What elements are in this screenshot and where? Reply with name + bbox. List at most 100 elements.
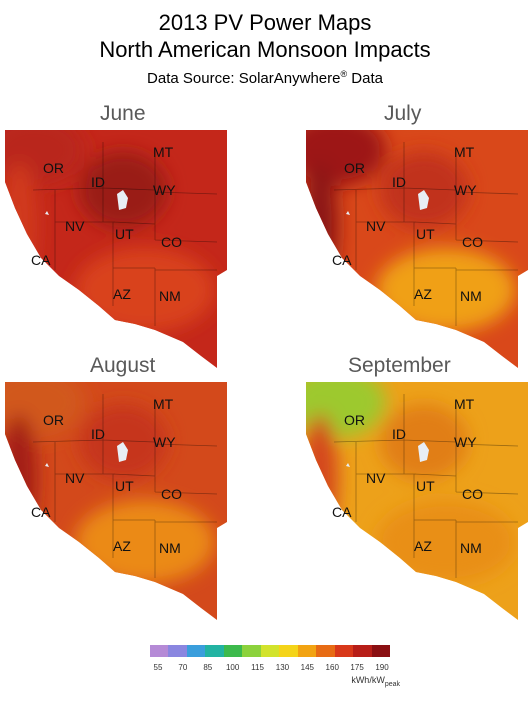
- lake-tahoe: [45, 463, 49, 467]
- lake-tahoe: [45, 211, 49, 215]
- legend-swatch-9: [316, 645, 335, 657]
- state-label-co: CO: [462, 234, 483, 250]
- data-source-suffix: Data: [347, 70, 383, 87]
- southwest-region: [376, 248, 516, 332]
- state-label-or: OR: [344, 160, 365, 176]
- state-label-nv: NV: [366, 470, 386, 486]
- legend-swatch-11: [353, 645, 372, 657]
- state-label-nv: NV: [366, 218, 386, 234]
- great-salt-lake: [418, 442, 429, 462]
- state-label-nv: NV: [65, 470, 85, 486]
- map-image: [306, 130, 528, 368]
- color-legend: 55 70 85 100 115 130 145 160 175 190 kWh/kWpeak: [150, 645, 400, 703]
- state-label-ut: UT: [115, 478, 134, 494]
- state-label-az: AZ: [113, 538, 131, 554]
- state-label-id: ID: [91, 174, 105, 190]
- state-label-co: CO: [462, 486, 483, 502]
- state-label-wy: WY: [454, 434, 477, 450]
- legend-tick-145: 145: [300, 663, 315, 672]
- legend-swatch-12: [371, 645, 391, 657]
- state-label-id: ID: [91, 426, 105, 442]
- state-label-ut: UT: [115, 226, 134, 242]
- registered-mark: ®: [340, 69, 348, 79]
- map-image: [5, 130, 227, 368]
- state-borders: [32, 142, 218, 326]
- state-label-nv: NV: [65, 218, 85, 234]
- state-label-az: AZ: [113, 286, 131, 302]
- legend-tick-115: 115: [251, 663, 264, 672]
- northwest-region: [306, 130, 386, 186]
- lake-tahoe: [346, 463, 350, 467]
- legend-tick-130: 130: [275, 663, 290, 672]
- state-label-mt: MT: [153, 144, 174, 160]
- legend-tick-100: 100: [225, 663, 240, 672]
- legend-swatch-4: [223, 645, 243, 657]
- state-label-co: CO: [161, 486, 182, 502]
- state-label-nm: NM: [159, 540, 181, 556]
- southwest-region: [376, 500, 516, 584]
- title-line-2: North American Monsoon Impacts: [99, 37, 431, 62]
- state-label-id: ID: [392, 426, 406, 442]
- state-label-ca: CA: [332, 504, 352, 520]
- state-borders: [333, 142, 519, 326]
- northwest-region: [306, 382, 386, 438]
- state-borders: [32, 394, 218, 578]
- legend-tick-55: 55: [153, 663, 163, 672]
- legend-tick-175: 175: [350, 663, 364, 672]
- legend-tick-160: 160: [325, 663, 339, 672]
- legend-unit: kWh/kWpeak: [351, 675, 400, 688]
- legend-tick-70: 70: [178, 663, 188, 672]
- state-label-az: AZ: [414, 286, 432, 302]
- month-label-june: June: [100, 102, 146, 125]
- state-label-nm: NM: [159, 288, 181, 304]
- legend-tick-85: 85: [203, 663, 213, 672]
- map-panel-september: OR MT ID WY NV UT CO CA AZ NM: [306, 382, 528, 620]
- state-label-mt: MT: [153, 396, 174, 412]
- state-label-or: OR: [43, 412, 64, 428]
- northwest-region: [5, 130, 85, 186]
- state-label-nm: NM: [460, 540, 482, 556]
- legend-swatch-3: [205, 645, 224, 657]
- legend-swatch-10: [334, 645, 354, 657]
- state-label-ca: CA: [31, 252, 51, 268]
- legend-swatch-1: [168, 645, 187, 657]
- month-label-september: September: [348, 354, 451, 377]
- state-label-co: CO: [161, 234, 182, 250]
- lake-tahoe: [346, 211, 350, 215]
- map-panel-august: OR MT ID WY NV UT CO CA AZ NM: [5, 382, 227, 620]
- legend-swatch-5: [242, 645, 261, 657]
- great-salt-lake: [117, 190, 128, 210]
- legend-swatch-8: [297, 645, 317, 657]
- state-label-mt: MT: [454, 144, 475, 160]
- state-label-ca: CA: [332, 252, 352, 268]
- state-label-ca: CA: [31, 504, 51, 520]
- legend-color-bar: [150, 645, 391, 657]
- state-label-nm: NM: [460, 288, 482, 304]
- state-label-wy: WY: [454, 182, 477, 198]
- legend-unit-sub: peak: [384, 680, 400, 688]
- state-label-ut: UT: [416, 226, 435, 242]
- data-source: Data Source: SolarAnywhere® Data: [0, 65, 530, 88]
- legend-swatch-0: [150, 645, 169, 657]
- legend-swatch-6: [260, 645, 280, 657]
- northwest-region: [5, 382, 85, 438]
- map-panel-july: OR MT ID WY NV UT CO CA AZ NM: [306, 130, 528, 368]
- map-panel-june: OR MT ID WY NV UT CO CA AZ NM: [5, 130, 227, 368]
- map-image: [5, 382, 227, 620]
- month-label-july: July: [384, 102, 422, 125]
- southwest-region: [75, 500, 215, 584]
- legend-tick-190: 190: [375, 663, 389, 672]
- state-label-wy: WY: [153, 434, 176, 450]
- data-source-text: Data Source: SolarAnywhere: [147, 70, 341, 87]
- state-label-id: ID: [392, 174, 406, 190]
- state-label-wy: WY: [153, 182, 176, 198]
- legend-unit-main: kWh/kW: [351, 675, 385, 685]
- map-image: [306, 382, 528, 620]
- state-label-az: AZ: [414, 538, 432, 554]
- state-borders: [333, 394, 519, 578]
- southwest-region: [75, 248, 215, 332]
- state-label-ut: UT: [416, 478, 435, 494]
- legend-swatch-7: [279, 645, 298, 657]
- month-label-august: August: [90, 354, 156, 377]
- great-salt-lake: [418, 190, 429, 210]
